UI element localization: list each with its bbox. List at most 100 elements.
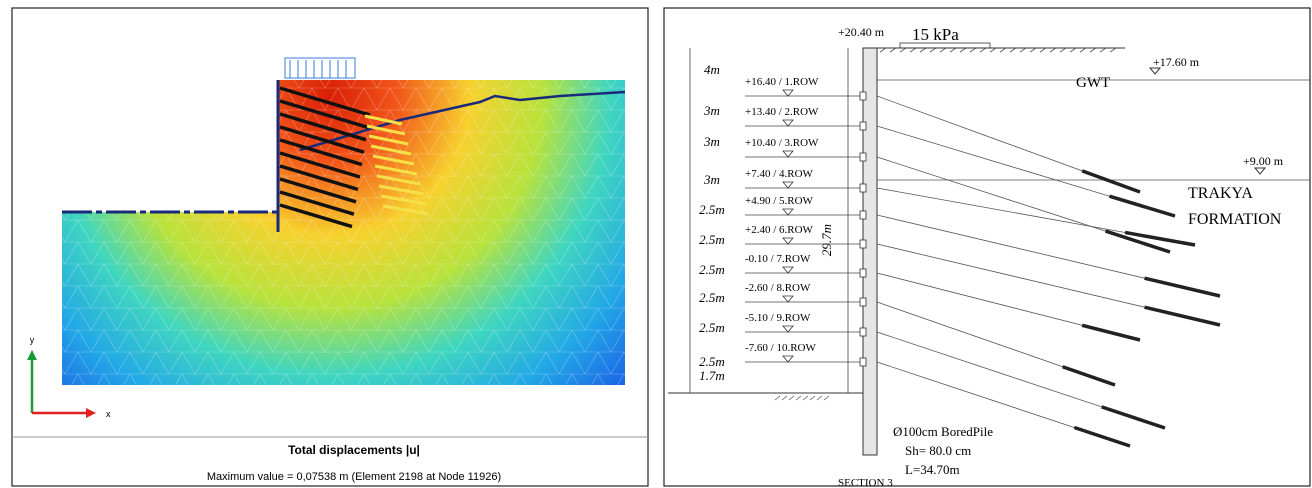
waler xyxy=(859,239,867,249)
fem-bond xyxy=(378,184,424,196)
waler xyxy=(859,121,867,131)
row-level-marker xyxy=(782,208,794,216)
surcharge xyxy=(899,42,991,49)
section-label: SECTION 3 xyxy=(838,477,893,488)
row-level-marker xyxy=(782,355,794,363)
waler xyxy=(859,210,867,220)
bored-pile xyxy=(862,47,878,456)
spacing-label: 2.5m xyxy=(699,354,725,369)
anchor-bond xyxy=(1073,425,1131,448)
fem-anchor xyxy=(279,190,355,216)
pile-note: Sh= 80.0 cm xyxy=(905,443,971,458)
right-panel xyxy=(663,7,1311,487)
caption-title: Total displacements |u| xyxy=(288,443,420,457)
caption-subtitle: Maximum value = 0,07538 m (Element 2198 … xyxy=(207,471,501,483)
fem-anchor xyxy=(279,177,357,204)
load-arrows xyxy=(289,60,347,78)
anchor-bond xyxy=(1144,276,1221,298)
spacing-label: 2.5m xyxy=(699,232,725,247)
y-label: y xyxy=(30,335,35,345)
row-level-marker xyxy=(782,181,794,189)
x-arrowhead xyxy=(86,408,96,418)
gwt-marker xyxy=(1148,67,1162,75)
fem-bond xyxy=(376,174,421,186)
surcharge-label: 15 kPa xyxy=(912,25,959,44)
waler xyxy=(859,91,867,101)
row-label: -7.60 / 10.ROW xyxy=(745,342,817,354)
anchor-bond xyxy=(1108,194,1176,218)
row-level-marker xyxy=(782,325,794,333)
anchor-bond xyxy=(1124,230,1196,247)
fem-bond xyxy=(372,154,415,166)
fem-bond xyxy=(366,124,406,136)
fem-bond xyxy=(380,194,427,206)
anchor-bond xyxy=(1144,305,1221,327)
waler xyxy=(859,357,867,367)
fem-anchor xyxy=(279,151,361,179)
anchor-bond xyxy=(1105,229,1171,254)
pile-note: L=34.70m xyxy=(905,462,960,477)
anchor-bond xyxy=(1081,323,1141,342)
base-hatch xyxy=(774,395,830,401)
row-label: -5.10 / 9.ROW xyxy=(745,312,811,324)
fem-bond xyxy=(382,204,430,216)
row-label: +13.40 / 2.ROW xyxy=(745,106,819,118)
surcharge-load xyxy=(284,57,356,79)
formation-marker xyxy=(1253,167,1267,175)
spacing-label: 2.5m xyxy=(699,320,725,335)
formation-level: +9.00 m xyxy=(1243,154,1284,168)
row-label: -2.60 / 8.ROW xyxy=(745,282,811,294)
row-level-marker xyxy=(782,266,794,274)
row-level-marker xyxy=(782,150,794,158)
row-level-marker xyxy=(782,119,794,127)
spacing-label: 3m xyxy=(703,103,720,118)
row-label: +2.40 / 6.ROW xyxy=(745,224,814,236)
row-label: -0.10 / 7.ROW xyxy=(745,253,811,265)
formation-label: TRAKYA xyxy=(1188,185,1253,202)
fem-bond xyxy=(364,114,403,126)
row-label: +7.40 / 4.ROW xyxy=(745,168,814,180)
spacing-label: 3m xyxy=(703,172,720,187)
top-level: +20.40 m xyxy=(838,25,885,39)
fem-anchor xyxy=(279,112,367,142)
spacing-label: 4m xyxy=(704,62,720,77)
gwt-label: GWT xyxy=(1076,75,1110,91)
spacing-label: 2.5m xyxy=(699,262,725,277)
anchor-bond xyxy=(1062,365,1116,387)
row-label: +16.40 / 1.ROW xyxy=(745,76,819,88)
row-level-marker xyxy=(782,237,794,245)
fem-bond xyxy=(370,144,412,156)
y-arrowhead xyxy=(27,350,37,360)
mesh xyxy=(62,80,625,385)
ground-line xyxy=(299,90,626,152)
waler xyxy=(859,268,867,278)
ground-hatch xyxy=(879,47,1117,53)
spacing-label: 2.5m xyxy=(699,290,725,305)
spacing-label: 3m xyxy=(703,134,720,149)
x-label: x xyxy=(106,409,111,419)
fem-bond xyxy=(374,164,418,176)
anchor-bond xyxy=(1101,405,1166,430)
gwt-level: +17.60 m xyxy=(1153,55,1200,69)
waler xyxy=(859,327,867,337)
spacing-label: 2.5m xyxy=(699,202,725,217)
waler xyxy=(859,183,867,193)
anchor-bond xyxy=(1081,169,1141,194)
formation-label: FORMATION xyxy=(1188,211,1282,228)
waler xyxy=(859,152,867,162)
spacing-label: 1.7m xyxy=(699,368,725,383)
waler xyxy=(859,297,867,307)
fem-anchor xyxy=(279,125,365,154)
pile-length: 29.7m xyxy=(819,224,834,256)
fem-anchor xyxy=(279,99,369,130)
row-label: +10.40 / 3.ROW xyxy=(745,137,819,149)
fem-anchor xyxy=(279,203,353,229)
fem-anchor xyxy=(279,138,363,167)
fem-anchor xyxy=(279,164,359,192)
row-label: +4.90 / 5.ROW xyxy=(745,195,814,207)
pile-note: Ø100cm BoredPile xyxy=(893,424,993,439)
row-level-marker xyxy=(782,295,794,303)
fem-anchor xyxy=(279,86,371,117)
fem-bond xyxy=(368,134,409,146)
